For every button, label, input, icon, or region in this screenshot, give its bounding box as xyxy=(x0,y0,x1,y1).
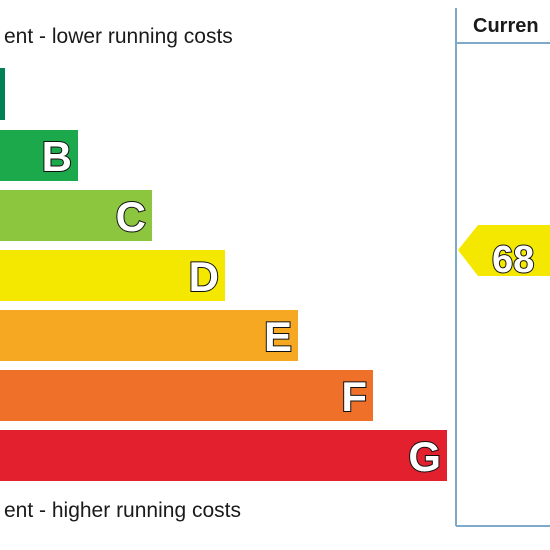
band-letter: E xyxy=(264,313,292,360)
band-bar xyxy=(0,130,78,181)
current-rating: 68 xyxy=(492,239,534,281)
band-bar xyxy=(0,370,373,421)
band-letter: C xyxy=(116,193,146,240)
band-bar xyxy=(0,310,298,361)
bottom-note: ent - higher running costs xyxy=(4,499,241,522)
band-a xyxy=(0,68,5,120)
band-letter: B xyxy=(42,133,72,180)
band-letter: G xyxy=(408,433,441,480)
band-letter: D xyxy=(189,253,219,300)
top-note: ent - lower running costs xyxy=(4,25,233,48)
band-bar xyxy=(0,250,225,301)
band-bar xyxy=(0,190,152,241)
band-bar xyxy=(0,430,447,481)
current-rating-arrow xyxy=(458,225,550,276)
band-letter: F xyxy=(341,373,367,420)
column-title: Curren xyxy=(473,15,539,37)
